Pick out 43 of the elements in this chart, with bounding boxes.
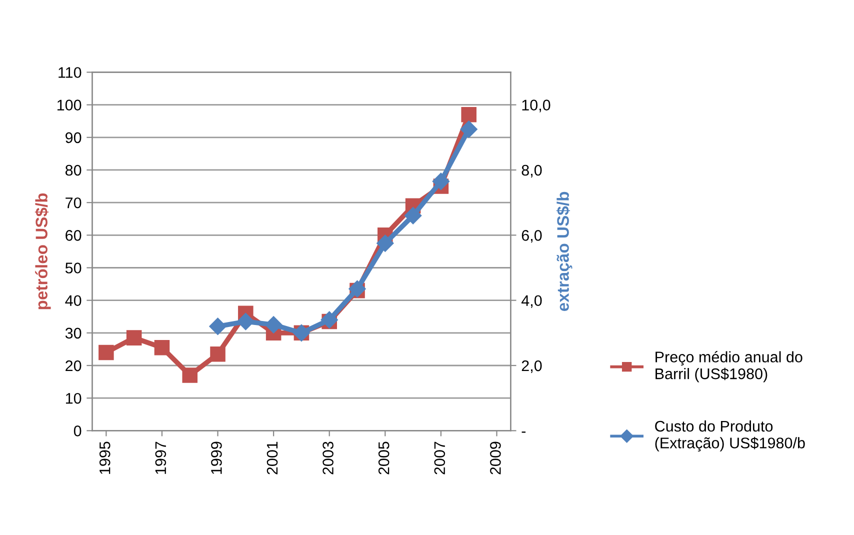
y2-tick-label: 10,0 [522, 100, 550, 112]
point [182, 368, 198, 383]
legend-label: Custo do Produto (Extração) US$1980/b [655, 420, 805, 452]
x-tick-label: 2009 [490, 442, 501, 474]
y-tick-label: 40 [65, 295, 82, 306]
x-tick-label: 2001 [266, 442, 278, 474]
y2-tick-label: 6,0 [522, 230, 542, 243]
x-tick-label: 1997 [155, 442, 166, 474]
x-tick-label: 2003 [322, 442, 334, 474]
y-tick-label: 60 [66, 230, 82, 241]
x-tick-label: 2007 [434, 442, 446, 474]
y-tick-label: 110 [58, 67, 82, 78]
x-tick-label: 1999 [211, 442, 222, 474]
point [154, 340, 170, 356]
point [209, 318, 226, 335]
y-tick-label: 30 [65, 328, 82, 339]
point [98, 344, 114, 360]
y-tick-label: 0 [74, 426, 82, 436]
point [461, 106, 476, 122]
point [404, 207, 422, 224]
y-tick-label: 100 [57, 100, 82, 110]
y2-tick-label: 4,0 [521, 295, 542, 308]
y-axis-title: petróleo US$/b [34, 193, 51, 310]
x-tick-label: 1995 [99, 442, 110, 474]
legend-label: Preço médio anual do Barril (US$1980) [656, 351, 802, 382]
x-tick-label: 2005 [378, 442, 390, 474]
point [460, 120, 478, 138]
y-tick-label: 20 [66, 360, 82, 372]
y-tick-label: 90 [66, 132, 82, 144]
y-tick-label: 80 [65, 164, 82, 176]
y-tick-label: 70 [66, 197, 82, 208]
point [432, 172, 450, 190]
y2-tick-label: 8,0 [522, 164, 542, 178]
point [376, 234, 394, 252]
point [237, 312, 254, 330]
point [210, 346, 226, 362]
y2-axis-title: extração US$/b [556, 192, 572, 312]
y-tick-label: 50 [65, 262, 82, 274]
point [265, 316, 282, 334]
point [126, 330, 142, 346]
y2-tick-label: - [522, 432, 526, 433]
y-tick-label: 10 [66, 392, 82, 404]
y2-tick-label: 2,0 [522, 360, 542, 373]
